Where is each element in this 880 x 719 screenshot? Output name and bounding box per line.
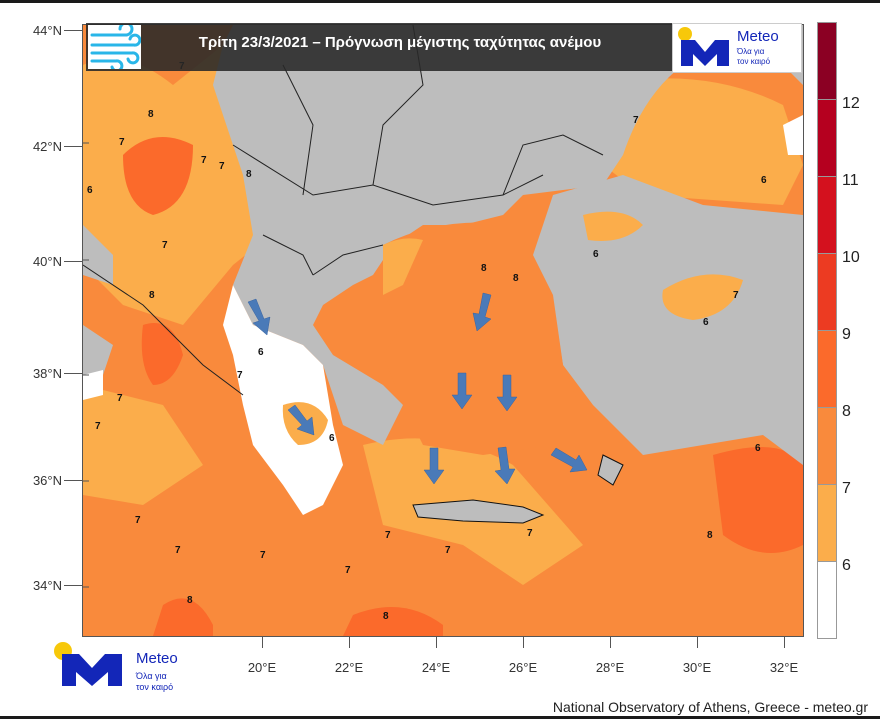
- meteo-m-logo-icon: [678, 27, 729, 66]
- lon-tick: [436, 636, 437, 648]
- contour-label: 8: [246, 169, 252, 180]
- map-graphic: [83, 25, 803, 636]
- contour-label: 8: [149, 290, 155, 301]
- contour-label: 6: [593, 249, 599, 260]
- wind-speed-map: 7 8 7 7 7 8 6 7 8 6 7 7 7 6 7 7 7 7 8 8 …: [82, 24, 804, 637]
- lat-label: 38°N: [32, 366, 62, 381]
- lon-label: 20°E: [247, 660, 277, 675]
- logo-tagline: τον καιρό: [136, 682, 174, 692]
- logo-brand: Meteo: [136, 650, 178, 667]
- colorbar-label: 11: [842, 172, 859, 189]
- colorbar-label: 6: [842, 557, 851, 574]
- contour-label: 7: [162, 240, 168, 251]
- contour-label: 7: [445, 545, 451, 556]
- meteo-logo-bottom: Meteo Όλα για τον καιρό: [52, 640, 202, 692]
- colorbar-label: 8: [842, 403, 851, 420]
- lat-tick: [64, 261, 82, 262]
- contour-label: 6: [87, 185, 93, 196]
- lon-tick: [784, 636, 785, 648]
- logo-tagline: τον καιρό: [737, 57, 771, 66]
- lon-tick: [610, 636, 611, 648]
- contour-label: 7: [95, 421, 101, 432]
- contour-label: 6: [329, 433, 335, 444]
- meteo-m-logo-icon: [54, 642, 122, 686]
- lat-tick: [64, 480, 82, 481]
- colorbar-segment: [817, 408, 837, 485]
- contour-label: 7: [175, 545, 181, 556]
- lat-label: 34°N: [32, 578, 62, 593]
- contour-label: 7: [135, 515, 141, 526]
- wind-arrows: [247, 292, 588, 485]
- lon-tick: [262, 636, 263, 648]
- colorbar-segment: [817, 562, 837, 639]
- bottom-frame-border: [0, 716, 880, 719]
- colorbar-segment: [817, 177, 837, 254]
- top-frame-border: [0, 0, 880, 3]
- contour-label: 8: [187, 595, 193, 606]
- lat-tick: [64, 146, 82, 147]
- map-title: Τρίτη 23/3/2021 – Πρόγνωση μέγιστης ταχύ…: [198, 34, 602, 51]
- logo-tagline: Όλα για: [737, 47, 765, 56]
- contour-label: 8: [707, 530, 713, 541]
- contour-label: 7: [345, 565, 351, 576]
- colorbar-segment: [817, 254, 837, 331]
- lat-tick: [64, 30, 82, 31]
- contour-label: 7: [733, 290, 739, 301]
- contour-label: 6: [761, 175, 767, 186]
- colorbar-segment: [817, 331, 837, 408]
- contour-label: 7: [260, 550, 266, 561]
- lon-label: 32°E: [769, 660, 799, 675]
- lat-label: 36°N: [32, 473, 62, 488]
- colorbar-label: 10: [842, 249, 860, 266]
- lon-label: 30°E: [682, 660, 712, 675]
- lon-label: 22°E: [334, 660, 364, 675]
- contour-label: 7: [527, 528, 533, 539]
- logo-brand: Meteo: [737, 28, 779, 45]
- colorbar-segment: [817, 22, 837, 100]
- contour-label: 6: [258, 347, 264, 358]
- contour-label: 7: [633, 115, 639, 126]
- contour-label: 8: [481, 263, 487, 274]
- contour-label: 7: [201, 155, 207, 166]
- logo-tagline: Όλα για: [136, 671, 167, 681]
- contour-label: 6: [755, 443, 761, 454]
- lon-tick: [523, 636, 524, 648]
- lon-label: 28°E: [595, 660, 625, 675]
- lat-label: 40°N: [32, 254, 62, 269]
- colorbar: [817, 22, 837, 639]
- footer-credit: National Observatory of Athens, Greece -…: [552, 699, 868, 715]
- colorbar-segment: [817, 485, 837, 562]
- lat-tick: [64, 585, 82, 586]
- colorbar-label: 9: [842, 326, 851, 343]
- contour-label: 7: [117, 393, 123, 404]
- title-banner: [86, 23, 672, 71]
- colorbar-label: 7: [842, 480, 851, 497]
- contour-label: 7: [385, 530, 391, 541]
- lon-tick: [349, 636, 350, 648]
- contour-label: 7: [119, 137, 125, 148]
- lat-label: 44°N: [32, 23, 62, 38]
- contour-label: 8: [383, 611, 389, 622]
- contour-label: 8: [513, 273, 519, 284]
- contour-label: 8: [148, 109, 154, 120]
- lat-label: 42°N: [32, 139, 62, 154]
- colorbar-label: 12: [842, 95, 860, 112]
- lon-tick: [697, 636, 698, 648]
- colorbar-segment: [817, 100, 837, 177]
- wind-icon: [88, 21, 142, 73]
- meteo-logo-top: Meteo Όλα για τον καιρό: [672, 23, 802, 73]
- contour-label: 7: [237, 370, 243, 381]
- contour-label: 7: [219, 161, 225, 172]
- lon-label: 24°E: [421, 660, 451, 675]
- contour-label: 6: [703, 317, 709, 328]
- lat-tick: [64, 373, 82, 374]
- lon-label: 26°E: [508, 660, 538, 675]
